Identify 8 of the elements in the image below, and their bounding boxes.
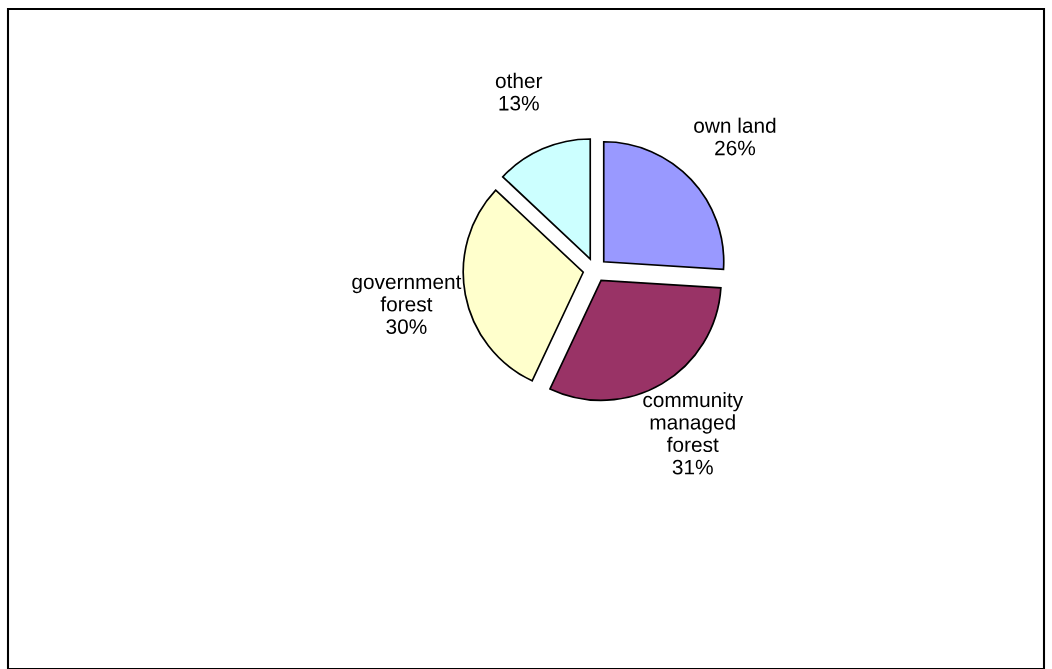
slice-label: community managed forest (643, 391, 744, 453)
data-label: 30% (386, 319, 427, 335)
data-label: 26% (715, 140, 756, 156)
slice-label: own land (694, 117, 776, 133)
data-label: 13% (499, 95, 539, 111)
slice-label: government forest (352, 275, 462, 312)
slice-label: other (495, 72, 543, 89)
data-label: 31% (672, 459, 713, 475)
